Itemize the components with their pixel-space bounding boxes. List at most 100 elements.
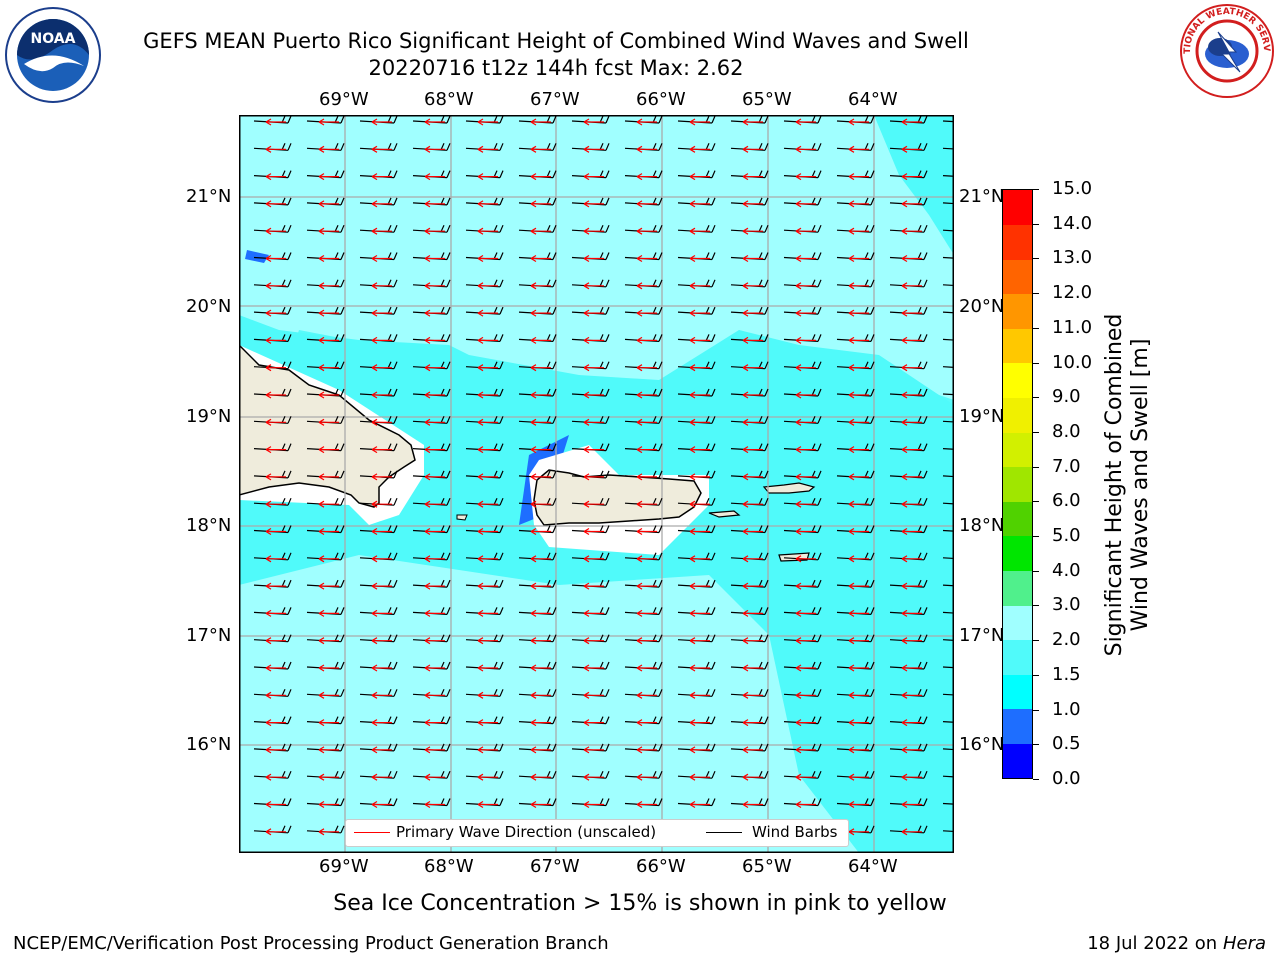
wave-direction-arrow [795,773,816,781]
colorbar-tick-label: 4.0 [1052,559,1081,581]
colorbar-segment [1003,397,1032,433]
colorbar-tick-label: 0.0 [1052,768,1081,789]
wind-barb [942,475,954,478]
wave-direction-arrow [795,364,816,372]
colorbar-tick [1033,466,1039,468]
wave-direction-arrow [689,500,710,508]
wave-direction-arrow [636,254,657,263]
wave-direction-arrow [530,800,551,809]
wave-direction-arrow [371,200,392,208]
wave-direction-arrow [371,145,392,153]
wave-direction-arrow [318,391,339,399]
wave-direction-arrow [477,282,498,290]
lat-label-left-19n: 19°N [186,406,232,427]
wave-direction-arrow [795,555,816,563]
wave-direction-arrow [689,118,710,126]
colorbar-tick [1033,501,1039,503]
wave-direction-arrow [318,446,339,454]
wave-direction-arrow [424,691,445,699]
wave-direction-arrow [318,746,339,754]
colorbar-segment [1003,466,1032,502]
colorbar-segment [1003,328,1032,364]
wind-barb [942,775,954,778]
wave-direction-arrow [318,691,339,699]
wave-direction-arrow [424,282,445,290]
wave-direction-arrow [477,473,498,481]
colorbar-tick [1033,258,1039,260]
wave-direction-arrow [371,609,392,617]
wave-direction-arrow [636,446,657,454]
wave-direction-arrow [477,500,498,508]
wave-direction-arrow [424,746,445,754]
wave-direction-arrow [795,254,816,263]
wave-direction-arrow [689,254,710,263]
wave-direction-arrow [689,664,710,672]
wave-direction-arrow [795,282,816,290]
wave-direction-arrow [371,719,392,727]
wave-direction-arrow [477,364,498,372]
wave-direction-arrow [477,527,498,536]
wave-direction-arrow [742,446,763,454]
wave-direction-arrow [901,200,922,208]
wave-direction-arrow [265,418,286,426]
wave-direction-arrow [689,719,710,727]
wave-direction-arrow [530,418,551,426]
wave-direction-arrow [848,609,869,617]
colorbar-segment [1003,432,1032,468]
wave-direction-arrow [901,527,922,536]
wave-direction-arrow [424,473,445,481]
wave-direction-arrow [318,800,339,809]
wave-direction-arrow [477,691,498,699]
wave-direction-arrow [424,664,445,672]
wave-direction-arrow [265,364,286,372]
wave-direction-arrow [795,418,816,426]
wind-barb [942,175,954,177]
wave-direction-arrow [477,609,498,617]
wave-direction-arrow [265,282,286,290]
colorbar-segment [1003,224,1032,260]
wind-barb [942,420,954,423]
wave-direction-arrow [424,637,445,645]
wave-direction-arrow [424,719,445,727]
lat-label-left-21n: 21°N [186,186,232,207]
lon-label-top-69w: 69°W [319,89,369,110]
lon-label-bottom-67w: 67°W [530,856,580,877]
wave-direction-arrow [636,473,657,481]
wave-direction-arrow [901,391,922,399]
colorbar-tick [1033,640,1039,642]
wave-direction-arrow [848,336,869,344]
colorbar-segment [1003,362,1032,399]
wave-direction-arrow [318,364,339,372]
wave-direction-arrow [265,555,286,563]
wave-direction-arrow [742,364,763,372]
lon-label-top-66w: 66°W [636,89,686,110]
wave-direction-arrow [742,637,763,645]
colorbar-segment [1003,190,1032,226]
wave-direction-arrow [742,473,763,481]
wave-direction-arrow [636,800,657,809]
wave-direction-arrow [318,254,339,263]
wave-direction-arrow [530,527,551,536]
wave-direction-arrow [742,746,763,754]
wind-barb [942,393,954,396]
wave-direction-arrow [636,173,657,181]
wave-direction-arrow [424,555,445,563]
wave-direction-arrow [795,309,816,317]
wave-direction-arrow [477,582,498,590]
wave-direction-arrow [583,446,604,454]
wave-direction-arrow [742,118,763,126]
wave-direction-arrow [371,173,392,181]
wave-direction-arrow [848,637,869,645]
wave-direction-arrow [901,446,922,454]
lat-label-left-16n: 16°N [186,734,232,755]
wave-direction-arrow [795,473,816,481]
wave-direction-arrow [265,664,286,672]
colorbar-segment [1003,259,1032,295]
colorbar-tick-label: 1.0 [1052,698,1081,720]
chart-title: GEFS MEAN Puerto Rico Significant Height… [143,29,969,53]
wave-direction-arrow [795,582,816,590]
wave-direction-arrow [742,555,763,563]
wave-direction-arrow [689,446,710,454]
noaa-logo: NOAA [4,6,102,104]
wind-barb [942,666,954,669]
